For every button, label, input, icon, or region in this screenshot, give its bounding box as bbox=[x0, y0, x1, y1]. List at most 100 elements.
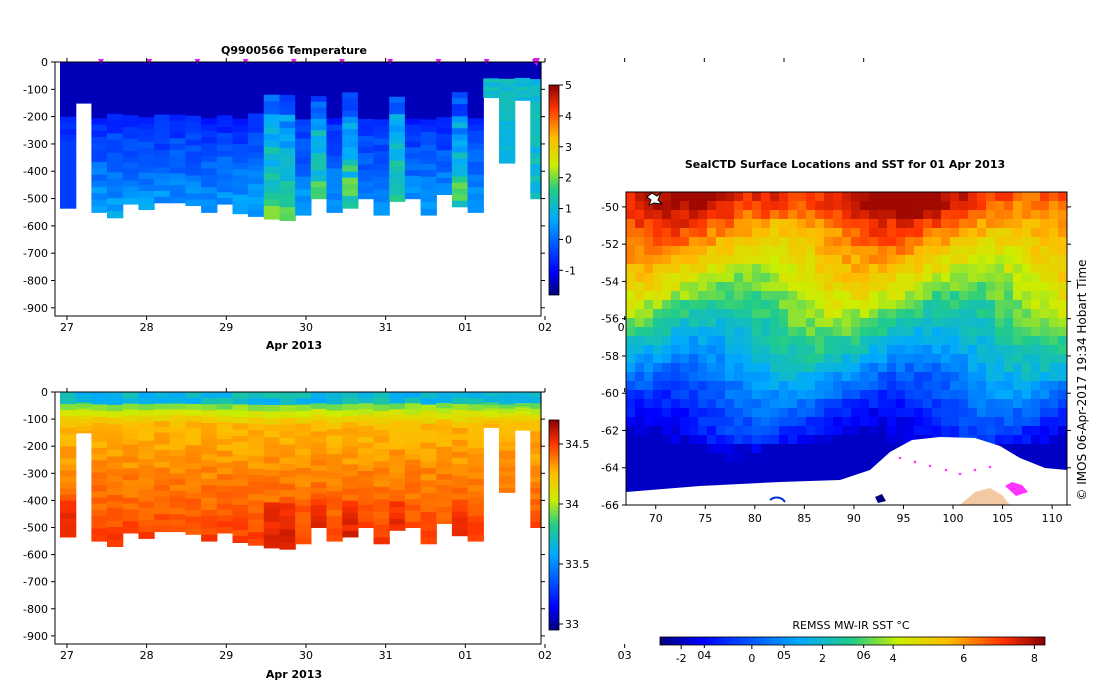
sst-cell bbox=[1049, 192, 1059, 202]
section-cell bbox=[357, 521, 375, 528]
sst-cell bbox=[1058, 273, 1067, 283]
sst-cell bbox=[896, 273, 906, 283]
sst-cell bbox=[851, 390, 861, 400]
sst-cell bbox=[761, 318, 771, 328]
section-cell bbox=[248, 145, 265, 153]
section-cell bbox=[326, 206, 343, 213]
section-cell bbox=[373, 448, 390, 456]
section-cell bbox=[169, 97, 186, 104]
section-cell bbox=[263, 107, 281, 115]
section-cell bbox=[216, 392, 234, 399]
sst-cell bbox=[797, 192, 807, 202]
section-cell bbox=[169, 444, 186, 451]
sst-cell bbox=[725, 228, 735, 238]
temperature-x-label: Apr 2013 bbox=[266, 339, 322, 352]
sst-cell bbox=[1058, 417, 1067, 427]
sst-cell bbox=[779, 453, 789, 463]
sst-cell bbox=[707, 372, 717, 382]
section-cell bbox=[530, 420, 542, 427]
sst-cell bbox=[635, 363, 645, 373]
section-cell bbox=[232, 517, 249, 525]
section-cell bbox=[107, 81, 124, 89]
sst-cell bbox=[770, 309, 780, 319]
section-cell bbox=[357, 459, 375, 466]
sst-cell bbox=[806, 246, 816, 256]
x-tick-label: 04 bbox=[697, 649, 711, 662]
sst-cell bbox=[1031, 435, 1041, 445]
section-cell bbox=[75, 79, 92, 82]
sst-cell bbox=[770, 408, 780, 418]
sst-cell bbox=[797, 318, 807, 328]
section-cell bbox=[514, 401, 531, 404]
section-cell bbox=[279, 200, 296, 208]
sst-cell bbox=[914, 291, 924, 301]
sst-cell bbox=[869, 381, 879, 391]
sst-cell bbox=[788, 255, 798, 265]
section-cell bbox=[232, 392, 249, 399]
section-cell bbox=[499, 438, 516, 443]
sst-cell bbox=[707, 255, 717, 265]
sst-cell bbox=[689, 426, 699, 436]
section-cell bbox=[373, 411, 390, 418]
section-cell bbox=[91, 410, 108, 418]
section-cell bbox=[75, 429, 92, 432]
sst-cell bbox=[626, 435, 636, 445]
sst-cell bbox=[716, 291, 726, 301]
sst-cell bbox=[932, 255, 942, 265]
sst-cell bbox=[1022, 300, 1032, 310]
section-cell bbox=[467, 503, 484, 511]
section-cell bbox=[404, 158, 422, 165]
sst-cell bbox=[1058, 462, 1067, 472]
section-cell bbox=[404, 113, 422, 120]
section-cell bbox=[107, 398, 124, 406]
sst-cell bbox=[860, 426, 870, 436]
y-tick-label: 0 bbox=[41, 56, 48, 69]
sst-cell bbox=[626, 354, 636, 364]
section-cell bbox=[467, 105, 484, 113]
section-cell bbox=[154, 120, 171, 128]
section-cell bbox=[499, 433, 516, 439]
sst-cell bbox=[923, 255, 933, 265]
section-cell bbox=[499, 442, 516, 447]
sst-cell bbox=[707, 462, 717, 472]
sst-cell bbox=[860, 273, 870, 283]
sst-cell bbox=[644, 291, 654, 301]
sst-cell bbox=[1022, 318, 1032, 328]
section-cell bbox=[326, 99, 343, 107]
section-cell bbox=[404, 101, 422, 109]
sea-ice-mask bbox=[626, 437, 1067, 505]
sst-cell bbox=[716, 345, 726, 355]
section-cell bbox=[154, 397, 171, 405]
section-cell bbox=[138, 392, 155, 399]
section-cell bbox=[310, 101, 328, 109]
sst-cell bbox=[1004, 435, 1014, 445]
section-cell bbox=[530, 516, 542, 523]
section-cell bbox=[389, 160, 406, 168]
section-cell bbox=[91, 174, 108, 182]
section-cell bbox=[216, 79, 234, 87]
sst-cell bbox=[743, 354, 753, 364]
sst-cell bbox=[1022, 435, 1032, 445]
section-cell bbox=[483, 70, 500, 73]
section-cell bbox=[154, 132, 171, 139]
seal-location bbox=[898, 456, 902, 460]
sst-cell bbox=[1013, 282, 1023, 292]
section-cell bbox=[232, 106, 249, 114]
section-cell bbox=[138, 197, 155, 204]
sst-cell bbox=[887, 327, 897, 337]
sst-cell bbox=[1022, 417, 1032, 427]
section-cell bbox=[420, 208, 437, 216]
x-tick-label: 01 bbox=[458, 321, 472, 334]
section-cell bbox=[169, 132, 186, 139]
sst-cell bbox=[950, 237, 960, 247]
sst-cell bbox=[860, 345, 870, 355]
sst-cell bbox=[743, 390, 753, 400]
sst-cell bbox=[941, 264, 951, 274]
sst-cell bbox=[752, 219, 762, 229]
sst-cell bbox=[770, 390, 780, 400]
sst-cell bbox=[689, 408, 699, 418]
sst-cell bbox=[698, 381, 708, 391]
sst-cell bbox=[968, 264, 978, 274]
sst-cell bbox=[671, 354, 681, 364]
section-cell bbox=[499, 87, 516, 93]
